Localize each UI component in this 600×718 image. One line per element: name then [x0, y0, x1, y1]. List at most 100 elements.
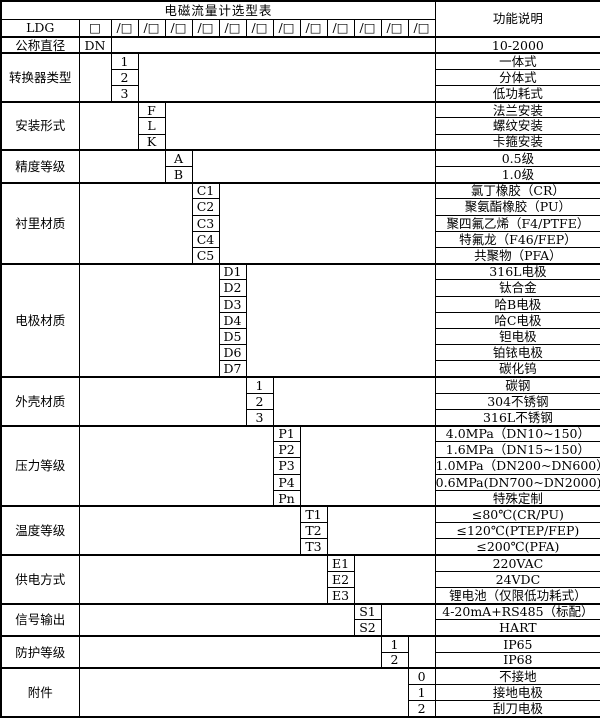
option-desc: HART: [434, 619, 600, 637]
empty-cell: [78, 667, 409, 718]
empty-cell: [245, 262, 436, 378]
option-code: K: [137, 133, 166, 151]
table-title: 电磁流量计选型表: [0, 0, 436, 20]
diameter-code: DN: [78, 35, 112, 54]
option-code: 0: [407, 667, 436, 686]
option-desc: 铂铱电极: [434, 344, 600, 362]
option-code: L: [137, 117, 166, 135]
option-code: E2: [326, 570, 355, 588]
option-code: C2: [191, 198, 220, 216]
category-label: 转换器类型: [0, 52, 80, 103]
empty-cell: [326, 505, 436, 556]
option-code: D6: [218, 344, 247, 362]
empty-cell: [407, 634, 436, 669]
option-desc: 4-20mA+RS485（标配）: [434, 602, 600, 621]
option-desc: 304不锈钢: [434, 392, 600, 410]
model-slot: /□: [218, 18, 247, 38]
category-label: 电极材质: [0, 262, 80, 378]
empty-cell: [78, 181, 193, 265]
empty-cell: [353, 554, 436, 605]
option-code: E3: [326, 586, 355, 605]
option-desc: 刮刀电极: [434, 700, 600, 718]
option-desc: ≤120℃(PTEP/FEP): [434, 522, 600, 540]
category-label: 外壳材质: [0, 375, 80, 426]
option-code: C3: [191, 214, 220, 232]
model-slot: /□: [272, 18, 301, 38]
option-code: S1: [353, 602, 382, 621]
option-desc: 碳化钨: [434, 360, 600, 378]
option-desc: 4.0MPa（DN10~150）: [434, 424, 600, 443]
empty-cell: [380, 602, 436, 637]
empty-cell: [78, 424, 274, 507]
option-code: D1: [218, 262, 247, 281]
empty-cell: [78, 149, 166, 184]
model-prefix: LDG: [0, 18, 80, 38]
option-desc: 共聚物（PFA）: [434, 246, 600, 265]
option-code: D3: [218, 295, 247, 313]
category-label: 温度等级: [0, 505, 80, 556]
option-code: 1: [407, 683, 436, 702]
model-slot: /□: [110, 18, 139, 38]
option-desc: 316L电极: [434, 262, 600, 281]
category-label: 供电方式: [0, 554, 80, 605]
category-label: 衬里材质: [0, 181, 80, 265]
empty-cell: [110, 35, 436, 54]
option-desc: 螺纹安装: [434, 117, 600, 135]
option-code: 1: [245, 375, 274, 394]
option-code: E1: [326, 553, 355, 572]
model-slot: /□: [137, 18, 166, 38]
option-desc: 卡箍安装: [434, 133, 600, 151]
option-code: F: [137, 100, 166, 119]
option-code: D2: [218, 279, 247, 297]
option-desc: IP65: [434, 634, 600, 653]
function-column-header: 功能说明: [434, 0, 600, 38]
option-desc: 聚氨酯橡胶（PU）: [434, 198, 600, 216]
option-desc: ≤80℃(CR/PU): [434, 505, 600, 524]
empty-cell: [78, 262, 220, 378]
option-code: D5: [218, 327, 247, 346]
model-slot: /□: [299, 18, 328, 38]
option-desc: 24VDC: [434, 570, 600, 588]
option-code: 1: [110, 52, 139, 70]
option-desc: 接地电极: [434, 683, 600, 702]
category-label: 压力等级: [0, 424, 80, 507]
option-desc: 哈B电极: [434, 295, 600, 313]
empty-cell: [299, 424, 436, 507]
option-code: P4: [272, 473, 301, 491]
option-desc: 316L不锈钢: [434, 408, 600, 427]
option-desc: 分体式: [434, 68, 600, 87]
empty-cell: [78, 505, 301, 556]
category-label: 防护等级: [0, 634, 80, 669]
empty-cell: [218, 181, 436, 265]
option-code: T2: [299, 522, 328, 540]
model-slot: /□: [164, 18, 193, 38]
option-desc: ≤200℃(PFA): [434, 538, 600, 556]
option-desc: 220VAC: [434, 553, 600, 572]
option-desc: 0.6MPa(DN700~DN2000): [434, 473, 600, 491]
option-code: C5: [191, 246, 220, 265]
option-code: P1: [272, 424, 301, 443]
option-desc: 1.0MPa（DN200~DN600）: [434, 457, 600, 475]
model-slot: /□: [326, 18, 355, 38]
empty-cell: [78, 634, 382, 669]
option-code: T3: [299, 538, 328, 556]
model-slot: /□: [353, 18, 382, 38]
model-slot: /□: [380, 18, 409, 38]
option-code: A: [164, 149, 193, 168]
empty-cell: [191, 149, 436, 184]
option-desc: 一体式: [434, 52, 600, 70]
option-desc: 锂电池（仅限低功耗式）: [434, 586, 600, 605]
option-code: P3: [272, 457, 301, 475]
empty-cell: [78, 52, 112, 103]
option-desc: 低功耗式: [434, 85, 600, 103]
option-desc: 特殊定制: [434, 489, 600, 507]
category-label: 精度等级: [0, 149, 80, 184]
option-code: 2: [110, 68, 139, 87]
option-code: D7: [218, 360, 247, 378]
option-code: B: [164, 165, 193, 184]
option-code: S2: [353, 619, 382, 637]
category-label: 信号输出: [0, 602, 80, 637]
option-desc: 聚四氟乙烯（F4/PTFE）: [434, 214, 600, 232]
